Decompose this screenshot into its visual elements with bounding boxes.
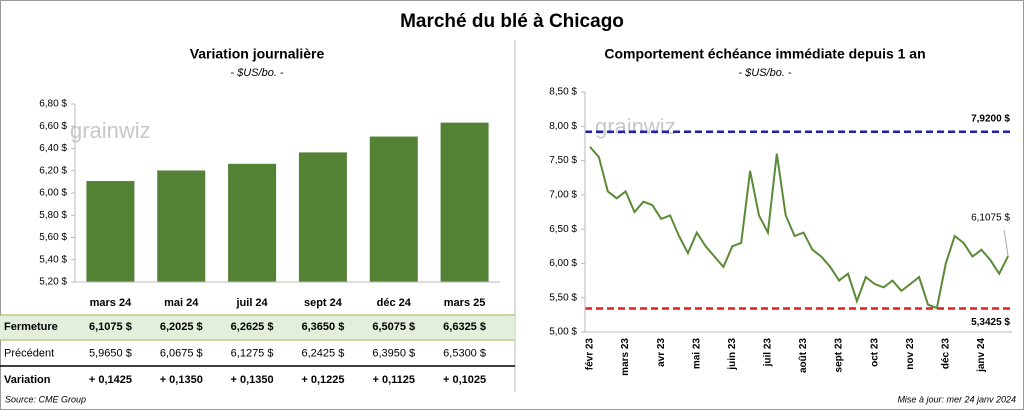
y-tick-label: 5,60 $ [39, 232, 67, 243]
table-cell: + 0,1225 [301, 374, 344, 386]
x-tick-label: août 23 [798, 338, 809, 373]
y-tick-label: 6,50 $ [549, 224, 577, 235]
table-cell: 6,2025 $ [160, 321, 203, 333]
y-tick-label: 5,80 $ [39, 210, 67, 221]
source: Source: CME Group [5, 394, 86, 404]
chart-title: Comportement échéance immédiate depuis 1… [604, 46, 925, 62]
table-cell: 5,9650 $ [89, 347, 132, 359]
x-tick-label: mars 25 [444, 297, 486, 309]
y-tick-label: 6,00 $ [39, 188, 67, 199]
y-tick-label: 8,50 $ [549, 87, 577, 98]
y-tick-label: 6,00 $ [549, 258, 577, 269]
table-cell: 6,5300 $ [443, 347, 486, 359]
x-tick-label: nov 23 [905, 338, 916, 370]
table-cell: 6,1075 $ [89, 321, 132, 333]
table-cell: 6,2625 $ [231, 321, 274, 333]
x-tick-label: sept 24 [304, 297, 343, 309]
y-tick-label: 5,40 $ [39, 254, 67, 265]
chart-title: Variation journalière [190, 46, 325, 62]
y-tick-label: 7,00 $ [549, 189, 577, 200]
table-cell: + 0,1425 [89, 374, 132, 386]
bar [228, 163, 277, 282]
chart-subtitle: - $US/bo. - [738, 67, 792, 79]
annotation: 6,1075 $ [971, 213, 1010, 224]
y-tick-label: 6,60 $ [39, 121, 67, 132]
table-cell: 6,5075 $ [372, 321, 415, 333]
annotation-leader [1003, 229, 1009, 257]
logo: grainwiz [70, 118, 151, 143]
bar [86, 181, 135, 282]
bar [298, 152, 347, 282]
y-tick-label: 5,00 $ [549, 327, 577, 338]
x-tick-label: janv 24 [976, 338, 987, 373]
bar [369, 136, 418, 282]
bar [157, 170, 206, 282]
y-tick-label: 6,20 $ [39, 165, 67, 176]
bar [440, 122, 489, 283]
table-cell: 6,3650 $ [302, 321, 345, 333]
updated: Mise à jour: mer 24 janv 2024 [897, 394, 1016, 404]
table-cell: 6,0675 $ [160, 347, 203, 359]
y-tick-label: 7,50 $ [549, 155, 577, 166]
y-tick-label: 8,00 $ [549, 121, 577, 132]
page-title: Marché du blé à Chicago [400, 11, 624, 32]
row-label: Précédent [4, 347, 54, 359]
chart-subtitle: - $US/bo. - [230, 67, 284, 79]
x-tick-label: déc 24 [377, 297, 412, 309]
y-tick-label: 5,50 $ [549, 292, 577, 303]
row-label: Variation [4, 374, 51, 386]
reference-label: 5,3425 $ [971, 317, 1010, 328]
table-cell: 6,3950 $ [372, 347, 415, 359]
x-tick-label: avr 23 [656, 338, 667, 367]
table-cell: + 0,1125 [372, 374, 415, 386]
row-highlight [0, 315, 515, 340]
x-tick-label: déc 23 [940, 338, 951, 370]
x-tick-label: févr 23 [585, 338, 596, 371]
table-cell: + 0,1350 [160, 374, 203, 386]
x-tick-label: oct 23 [869, 338, 880, 367]
table-cell: + 0,1025 [443, 374, 486, 386]
x-tick-label: mars 23 [620, 338, 631, 376]
table-cell: 6,1275 $ [231, 347, 274, 359]
row-label: Fermeture [4, 321, 58, 333]
price-line [589, 146, 1009, 310]
reference-label: 7,9200 $ [971, 113, 1010, 124]
y-tick-label: 6,40 $ [39, 143, 67, 154]
x-tick-label: mars 24 [90, 297, 132, 309]
x-tick-label: juil 24 [235, 297, 268, 309]
table-cell: + 0,1350 [231, 374, 274, 386]
y-tick-label: 5,20 $ [39, 277, 67, 288]
x-tick-label: mai 24 [164, 297, 199, 309]
table-cell: 6,2425 $ [302, 347, 345, 359]
x-tick-label: mai 23 [691, 338, 702, 370]
logo: grainwiz [595, 114, 676, 139]
x-tick-label: juil 23 [763, 338, 774, 368]
x-tick-label: juin 23 [727, 338, 738, 371]
table-cell: 6,6325 $ [443, 321, 486, 333]
y-tick-label: 6,80 $ [39, 99, 67, 110]
x-tick-label: sept 23 [834, 338, 845, 373]
